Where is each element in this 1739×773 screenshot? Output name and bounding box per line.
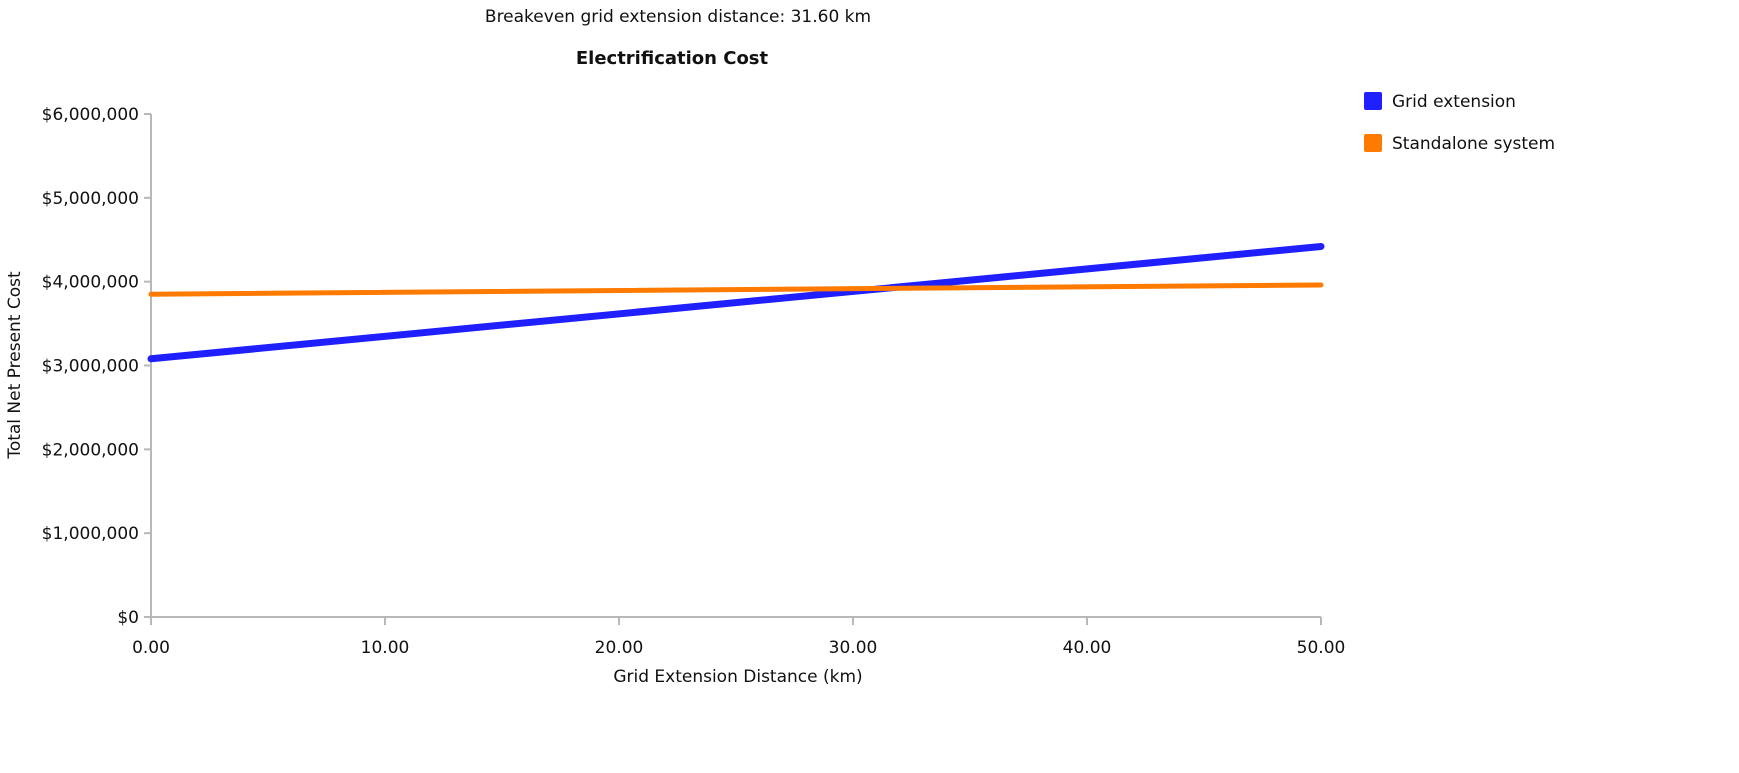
x-axis-title: Grid Extension Distance (km) [613,667,862,687]
standalone-system-legend-swatch [1364,134,1382,152]
y-axis-tick-label: $0 [117,608,139,628]
chart-header: Breakeven grid extension distance: 31.60… [485,7,871,69]
breakeven-distance-label: Breakeven grid extension distance: 31.60… [485,7,871,27]
x-axis-tick-label: 10.00 [361,638,410,658]
grid-extension-legend-label: Grid extension [1392,92,1516,112]
x-axis-tick-label: 50.00 [1297,638,1346,658]
y-axis-title: Total Net Present Cost [5,271,25,460]
axes-layer: $0 $1,000,000 $2,000,000 $3,000,000 $4,000,0… [42,105,1346,658]
standalone-system-legend-label: Standalone system [1392,134,1555,154]
grid-extension-legend-swatch [1364,92,1382,110]
y-axis-tick-label: $4,000,000 [42,273,139,293]
x-axis-tick-label: 40.00 [1063,638,1112,658]
x-axis-tick-label: 0.00 [132,638,170,658]
standalone-system-series-line [148,282,1324,297]
axis-titles: Grid Extension Distance (km) Total Net P… [5,271,863,687]
chart-title: Electrification Cost [576,48,769,69]
legend: Grid extension Standalone system [1364,92,1555,154]
y-axis-tick-label: $3,000,000 [42,357,139,377]
y-axis-tick-label: $2,000,000 [42,440,139,460]
series-layer [147,242,1325,363]
x-axis-tick-label: 30.00 [829,638,878,658]
y-axis-tick-label: $5,000,000 [42,189,139,209]
x-axis-tick-label: 20.00 [595,638,644,658]
grid-extension-series-line [147,242,1325,363]
y-axis-tick-label: $6,000,000 [42,105,139,125]
y-axis-tick-label: $1,000,000 [42,524,139,544]
